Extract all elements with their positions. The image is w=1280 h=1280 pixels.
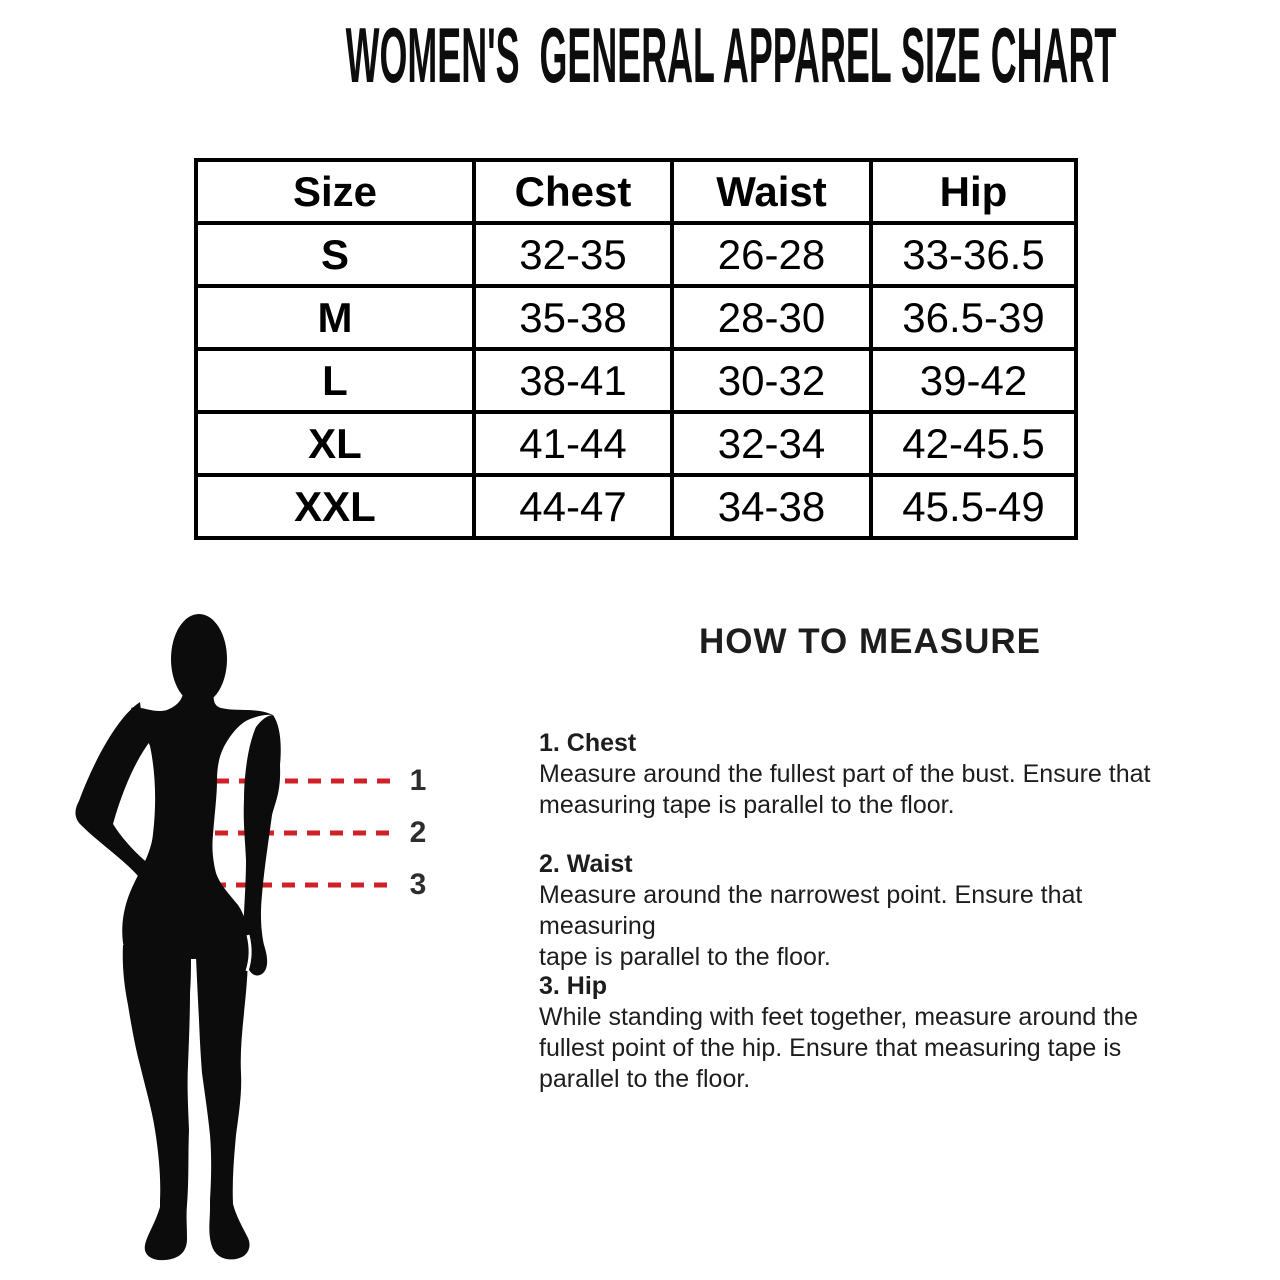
cell-xxl-chest: 44-47: [472, 473, 674, 540]
size-row-m: M 35-38 28-30 36.5-39: [194, 284, 1078, 351]
size-row-l: L 38-41 30-32 39-42: [194, 347, 1078, 414]
cell-l-hip: 39-42: [869, 347, 1078, 414]
silhouette-right-arm: [243, 715, 281, 976]
column-header-waist: Waist: [670, 158, 873, 225]
header-row: Size Chest Waist Hip: [194, 158, 1078, 225]
cell-xl-size: XL: [194, 410, 476, 477]
silhouette-torso: [122, 683, 273, 959]
cell-s-chest: 32-35: [472, 221, 674, 288]
cell-m-size: M: [194, 284, 476, 351]
measure-section-hip: 3. Hip While standing with feet together…: [539, 971, 1199, 1095]
size-chart-body: S 32-35 26-28 33-36.5 M 35-38 28-30 36.5-39 L 38-…: [194, 221, 1078, 540]
size-row-xl: XL 41-44 32-34 42-45.5: [194, 410, 1078, 477]
column-header-size: Size: [194, 158, 476, 225]
cell-xl-chest: 41-44: [472, 410, 674, 477]
cell-xl-hip: 42-45.5: [869, 410, 1078, 477]
cell-l-chest: 38-41: [472, 347, 674, 414]
measurement-lines: [213, 778, 396, 888]
column-header-hip: Hip: [869, 158, 1078, 225]
hip-line-number: 3: [409, 868, 427, 901]
column-header-chest: Chest: [472, 158, 674, 225]
size-row-s: S 32-35 26-28 33-36.5: [194, 221, 1078, 288]
measure-text-chest: Measure around the fullest part of the b…: [539, 760, 1151, 819]
how-to-measure-heading: HOW TO MEASURE: [699, 622, 1041, 661]
measure-label-hip: 3. Hip: [539, 972, 608, 1000]
cell-s-hip: 33-36.5: [869, 221, 1078, 288]
measure-section-chest: 1. Chest Measure around the fullest part…: [539, 728, 1199, 821]
size-row-xxl: XXL 44-47 34-38 45.5-49: [194, 473, 1078, 540]
cell-s-waist: 26-28: [670, 221, 873, 288]
size-chart-table: Size Chest Waist Hip S 32-35 26-28 33-36.5 M 35-…: [194, 158, 1078, 540]
measure-label-chest: 1. Chest: [539, 729, 637, 757]
measure-text-waist: Measure around the narrowest point. Ensu…: [539, 881, 1083, 971]
chest-line-number: 1: [409, 764, 427, 797]
silhouette-right-leg: [196, 927, 250, 1260]
waist-line-number: 2: [409, 816, 427, 849]
female-silhouette-figure: [75, 614, 396, 1261]
cell-l-waist: 30-32: [670, 347, 873, 414]
cell-m-hip: 36.5-39: [869, 284, 1078, 351]
cell-m-waist: 28-30: [670, 284, 873, 351]
silhouette-left-arm: [75, 702, 162, 891]
cell-s-size: S: [194, 221, 476, 288]
cell-xl-waist: 32-34: [670, 410, 873, 477]
measure-label-waist: 2. Waist: [539, 850, 633, 878]
cell-xxl-hip: 45.5-49: [869, 473, 1078, 540]
cell-xxl-waist: 34-38: [670, 473, 873, 540]
cell-m-chest: 35-38: [472, 284, 674, 351]
hand-hip-gap: [245, 934, 252, 972]
measure-section-waist: 2. Waist Measure around the narrowest po…: [539, 849, 1199, 973]
silhouette-head: [171, 614, 227, 704]
measure-text-hip: While standing with feet together, measu…: [539, 1003, 1138, 1093]
cell-l-size: L: [194, 347, 476, 414]
size-chart-header: Size Chest Waist Hip: [194, 158, 1078, 225]
page-title: WOMEN'S GENERAL APPAREL SIZE CHART: [345, 11, 1117, 99]
cell-xxl-size: XXL: [194, 473, 476, 540]
silhouette-left-leg: [122, 945, 191, 1261]
silhouette-body: [75, 614, 281, 1261]
